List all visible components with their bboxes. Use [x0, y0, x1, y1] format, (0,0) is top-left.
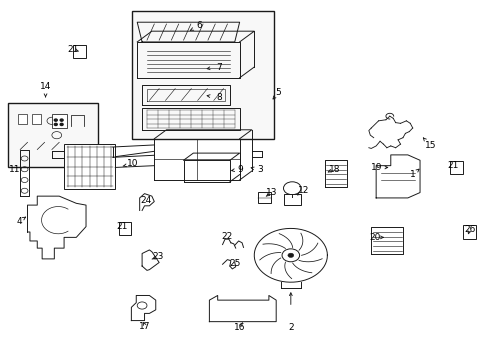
- Text: 20: 20: [369, 233, 380, 242]
- Bar: [449, 161, 462, 174]
- Bar: [73, 45, 86, 58]
- Text: 24: 24: [140, 196, 151, 205]
- Text: 21: 21: [116, 222, 127, 231]
- Bar: [64, 144, 115, 189]
- Bar: [132, 12, 273, 139]
- Text: 21: 21: [67, 45, 79, 54]
- Text: 7: 7: [216, 63, 222, 72]
- Bar: [32, 114, 41, 125]
- Text: 6: 6: [196, 21, 202, 30]
- Text: 11: 11: [9, 165, 20, 174]
- Circle shape: [54, 119, 57, 121]
- Text: 4: 4: [17, 217, 22, 226]
- Circle shape: [287, 253, 293, 257]
- Text: 18: 18: [328, 165, 339, 174]
- Text: 8: 8: [216, 93, 222, 102]
- Circle shape: [60, 119, 63, 121]
- Text: 1: 1: [409, 170, 415, 179]
- Text: 2: 2: [287, 323, 293, 332]
- Text: 13: 13: [265, 188, 277, 197]
- Bar: [257, 192, 271, 203]
- Text: 17: 17: [139, 322, 150, 331]
- Text: 26: 26: [463, 225, 474, 234]
- Text: 3: 3: [257, 166, 263, 175]
- Text: 23: 23: [152, 252, 163, 261]
- Bar: [119, 222, 131, 235]
- Bar: [52, 114, 66, 128]
- Text: 22: 22: [222, 232, 233, 241]
- Text: 16: 16: [233, 323, 245, 332]
- Bar: [462, 225, 475, 239]
- Text: 19: 19: [370, 163, 382, 172]
- Text: 12: 12: [298, 186, 309, 195]
- Text: 21: 21: [447, 161, 458, 170]
- Text: 14: 14: [40, 82, 51, 91]
- Text: 15: 15: [424, 141, 436, 150]
- Bar: [18, 114, 26, 125]
- Text: 5: 5: [275, 87, 281, 96]
- Circle shape: [60, 123, 63, 126]
- Bar: [8, 103, 98, 167]
- Bar: [283, 194, 300, 205]
- Text: 10: 10: [126, 159, 138, 168]
- Text: 25: 25: [228, 259, 240, 268]
- Text: 9: 9: [237, 165, 243, 174]
- Circle shape: [54, 123, 57, 126]
